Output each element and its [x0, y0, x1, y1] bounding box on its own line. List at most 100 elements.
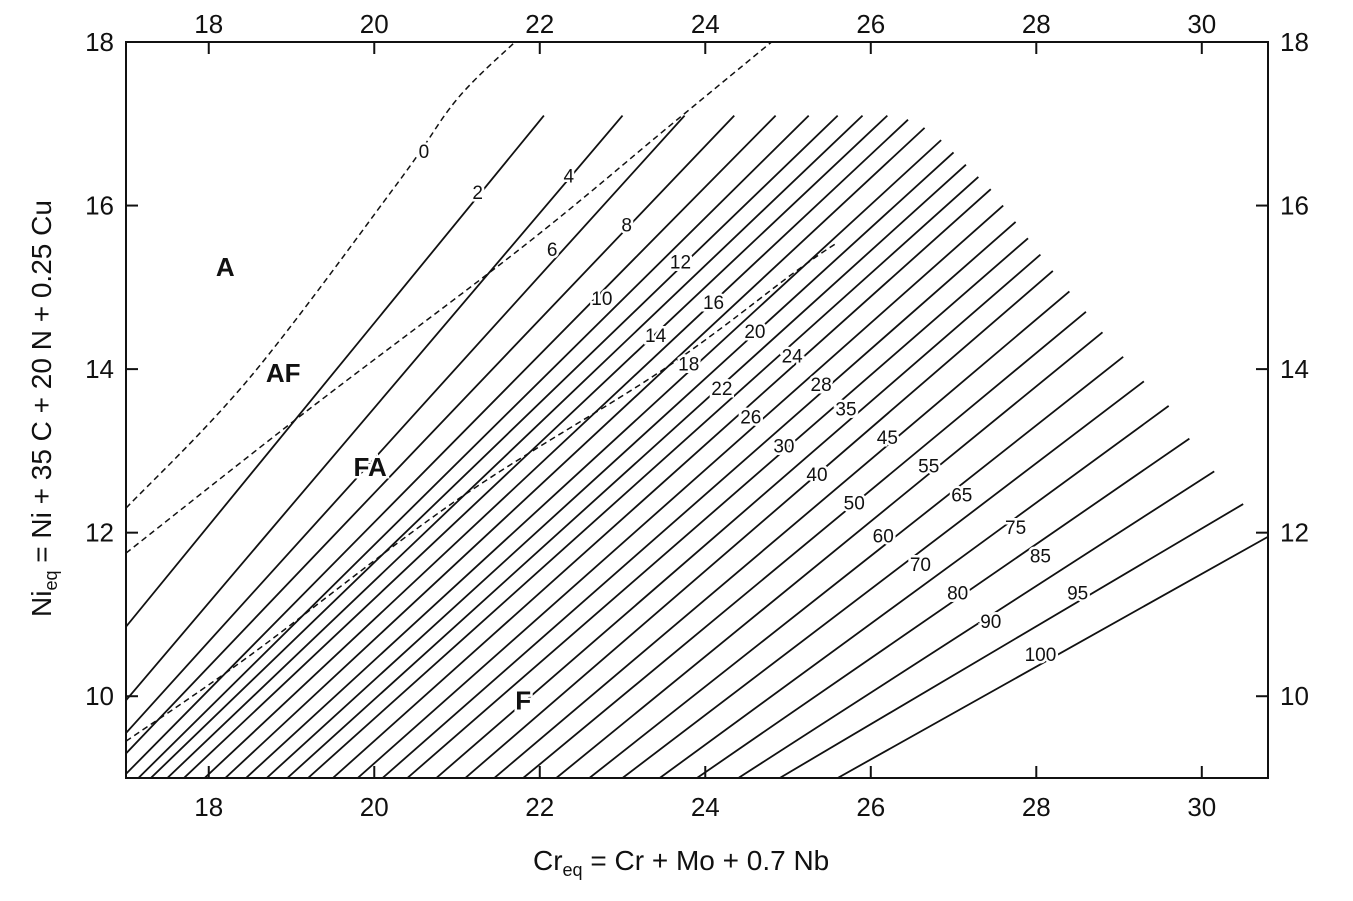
iso-ferrite-line-70	[555, 331, 1104, 778]
iso-ferrite-line-85	[659, 405, 1170, 778]
iso-ferrite-line-100	[779, 503, 1244, 778]
y-tick-label: 10	[85, 681, 114, 711]
phase-boundaries	[126, 42, 839, 742]
iso-ferrite-label: 14	[645, 326, 667, 347]
iso-ferrite-label: 0	[419, 142, 430, 163]
iso-ferrite-label: 35	[835, 400, 856, 421]
iso-ferrite-label: 20	[744, 322, 765, 343]
iso-ferrite-label: 8	[621, 216, 632, 237]
iso-ferrite-label: 85	[1030, 547, 1051, 568]
iso-ferrite-label: 18	[678, 355, 699, 376]
y-tick-label: 16	[85, 191, 114, 221]
y-axis-title: Nieq = Ni + 35 C + 20 N + 0.25 Cu	[26, 200, 61, 617]
iso-ferrite-label: 65	[951, 485, 972, 506]
iso-ferrite-line-65	[522, 311, 1087, 778]
x-tick-label-top: 18	[194, 9, 223, 39]
y-tick-label-right: 12	[1280, 518, 1309, 548]
iso-ferrite-line-8	[126, 114, 777, 775]
iso-ferrite-label: 60	[873, 526, 894, 547]
iso-ferrite-label: 90	[980, 612, 1001, 633]
iso-ferrite-line-90	[696, 437, 1190, 778]
iso-ferrite-label: 100	[1025, 645, 1057, 666]
iso-ferrite-line-14	[166, 114, 864, 778]
iso-ferrite-label: 55	[918, 457, 939, 478]
iso-ferrite-line-0	[126, 115, 545, 628]
boundary-line-2	[126, 42, 772, 554]
iso-ferrite-line-extra-30	[837, 535, 1268, 778]
x-axis-title: Creq = Cr + Mo + 0.7 Nb	[533, 845, 829, 880]
iso-ferrite-label: 28	[811, 375, 832, 396]
iso-ferrite-line-55	[464, 270, 1054, 778]
iso-ferrite-label: 10	[591, 289, 612, 310]
iso-ferrite-label: 50	[844, 494, 865, 515]
iso-ferrite-label: 45	[877, 428, 898, 449]
iso-ferrite-label: 95	[1067, 584, 1088, 605]
iso-ferrite-line-35	[357, 204, 1004, 778]
iso-ferrite-line-95	[737, 470, 1215, 778]
iso-ferrite-label: 2	[472, 183, 483, 204]
iso-ferrite-label: 40	[806, 465, 827, 486]
y-tick-label-right: 18	[1280, 27, 1309, 57]
iso-ferrite-label: 16	[703, 293, 724, 314]
y-tick-label-right: 16	[1280, 191, 1309, 221]
y-tick-label-right: 14	[1280, 354, 1309, 384]
iso-ferrite-line-30	[332, 188, 992, 778]
iso-ferrite-label: 30	[773, 436, 794, 457]
x-tick-label-top: 22	[525, 9, 554, 39]
x-tick-label: 18	[194, 792, 223, 822]
x-tick-label-top: 28	[1022, 9, 1051, 39]
boundary-line-1	[126, 42, 516, 509]
region-label-a: A	[216, 252, 235, 282]
iso-ferrite-line-75	[588, 356, 1124, 778]
iso-ferrite-line-2	[126, 115, 624, 701]
iso-ferrite-line-80	[621, 380, 1145, 778]
y-tick-label: 18	[85, 27, 114, 57]
iso-ferrite-line-22	[245, 139, 942, 778]
iso-ferrite-line-50	[435, 253, 1042, 778]
x-tick-label: 22	[525, 792, 554, 822]
region-label-fa: FA	[354, 452, 387, 482]
iso-ferrite-line-4	[126, 114, 686, 734]
iso-ferrite-label: 6	[547, 240, 558, 261]
region-labels: A AF FA F	[213, 249, 533, 717]
iso-ferrite-line-6	[126, 114, 735, 755]
region-label-af: AF	[266, 358, 301, 388]
iso-ferrite-lines	[126, 114, 1268, 778]
x-tick-label: 28	[1022, 792, 1051, 822]
iso-ferrite-line-16	[183, 114, 888, 778]
iso-ferrite-line-40	[381, 221, 1017, 778]
x-tick-label: 20	[360, 792, 389, 822]
x-tick-label: 30	[1187, 792, 1216, 822]
iso-ferrite-label: 80	[947, 584, 968, 605]
iso-ferrite-label: 24	[782, 346, 804, 367]
iso-ferrite-label: 75	[1005, 518, 1026, 539]
x-tick-label-top: 24	[691, 9, 720, 39]
x-tick-label-top: 20	[360, 9, 389, 39]
y-tick-label: 14	[85, 354, 114, 384]
iso-ferrite-label: 22	[711, 379, 732, 400]
x-tick-label: 24	[691, 792, 720, 822]
iso-ferrite-label: 70	[910, 555, 931, 576]
iso-ferrite-label: 4	[563, 166, 574, 187]
iso-ferrite-labels: 0246810121416182022242628303540455055606…	[416, 139, 1091, 668]
iso-ferrite-line-26	[286, 163, 967, 778]
x-tick-label-top: 26	[856, 9, 885, 39]
x-tick-label-top: 30	[1187, 9, 1216, 39]
y-tick-label-right: 10	[1280, 681, 1309, 711]
iso-ferrite-line-60	[493, 290, 1070, 778]
iso-ferrite-line-18	[204, 119, 909, 778]
boundary-line-3	[126, 241, 839, 742]
iso-ferrite-line-24	[266, 151, 955, 778]
iso-ferrite-line-20	[224, 127, 926, 778]
iso-ferrite-label: 26	[740, 408, 761, 429]
x-tick-label: 26	[856, 792, 885, 822]
iso-ferrite-line-10	[137, 114, 810, 778]
iso-ferrite-line-12	[150, 114, 839, 778]
iso-ferrite-line-28	[307, 176, 979, 778]
y-tick-label: 12	[85, 518, 114, 548]
plot-frame	[125, 41, 1269, 779]
iso-ferrite-line-45	[406, 237, 1029, 778]
iso-ferrite-label: 12	[670, 252, 691, 273]
